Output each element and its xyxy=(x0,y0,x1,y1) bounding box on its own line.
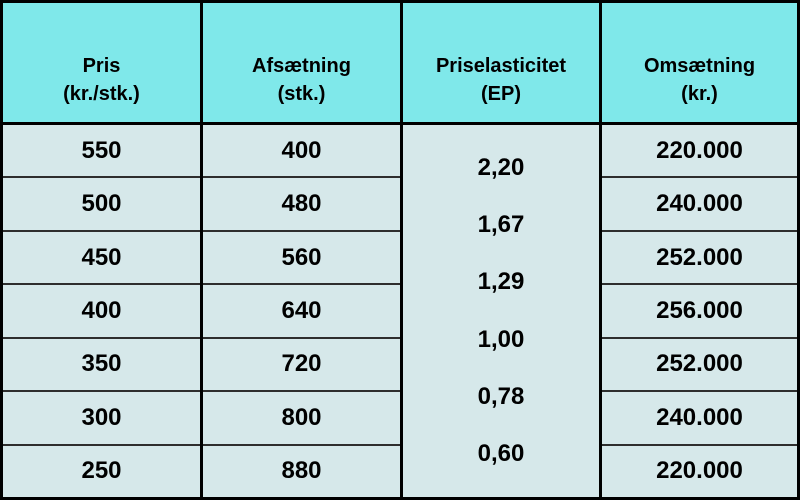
column-priselasticitet: 2,20 1,67 1,29 1,00 0,78 0,60 xyxy=(400,125,599,497)
column-afsaetning: 400 480 560 640 720 800 880 xyxy=(200,125,400,497)
afsaetning-cell: 560 xyxy=(203,229,400,283)
header-priselasticitet-line1: Priselasticitet xyxy=(435,54,567,77)
pris-cell: 300 xyxy=(3,390,200,443)
ep-value: 2,20 xyxy=(477,154,525,182)
omsaetning-cell: 220.000 xyxy=(602,443,797,497)
pris-cell: 450 xyxy=(3,229,200,283)
afsaetning-cell: 480 xyxy=(203,176,400,229)
pris-cell: 250 xyxy=(3,443,200,497)
omsaetning-cell: 240.000 xyxy=(602,390,797,443)
ep-value: 1,67 xyxy=(477,211,525,239)
header-omsaetning-line2: (kr.) xyxy=(681,82,718,105)
afsaetning-cell: 640 xyxy=(203,283,400,336)
pris-cell: 500 xyxy=(3,176,200,229)
ep-value: 1,00 xyxy=(477,325,525,353)
afsaetning-cell: 720 xyxy=(203,336,400,390)
header-pris-line2: (kr./stk.) xyxy=(63,82,140,105)
header-priselasticitet: Priselasticitet (EP) xyxy=(400,3,599,122)
column-pris: 550 500 450 400 350 300 250 xyxy=(3,125,200,497)
header-afsaetning: Afsætning (stk.) xyxy=(200,3,400,122)
header-pris: Pris (kr./stk.) xyxy=(3,3,200,122)
pris-cell: 400 xyxy=(3,283,200,336)
header-omsaetning-line1: Omsætning xyxy=(643,54,756,77)
pris-cell: 550 xyxy=(81,136,122,164)
omsaetning-cell: 256.000 xyxy=(602,283,797,336)
omsaetning-cell: 240.000 xyxy=(602,176,797,229)
ep-value: 0,78 xyxy=(477,382,525,410)
header-pris-line1: Pris xyxy=(82,54,121,77)
column-omsaetning: 220.000 240.000 252.000 256.000 252.000 … xyxy=(599,125,797,497)
table-header-row: Pris (kr./stk.) Afsætning (stk.) Prisela… xyxy=(3,3,797,125)
afsaetning-cell: 800 xyxy=(203,390,400,443)
afsaetning-cell: 880 xyxy=(203,443,400,497)
omsaetning-cell: 220.000 xyxy=(656,136,743,164)
omsaetning-cell: 252.000 xyxy=(602,229,797,283)
header-priselasticitet-line2: (EP) xyxy=(481,82,521,105)
header-afsaetning-line2: (stk.) xyxy=(277,82,326,105)
pris-cell: 350 xyxy=(3,336,200,390)
header-afsaetning-line1: Afsætning xyxy=(252,54,351,77)
omsaetning-cell: 252.000 xyxy=(602,336,797,390)
ep-value: 0,60 xyxy=(477,439,525,467)
header-omsaetning: Omsætning (kr.) xyxy=(599,3,797,122)
afsaetning-cell: 400 xyxy=(281,136,322,164)
ep-value: 1,29 xyxy=(477,268,525,296)
table-body: 550 500 450 400 350 300 250 400 480 560 … xyxy=(3,125,797,497)
